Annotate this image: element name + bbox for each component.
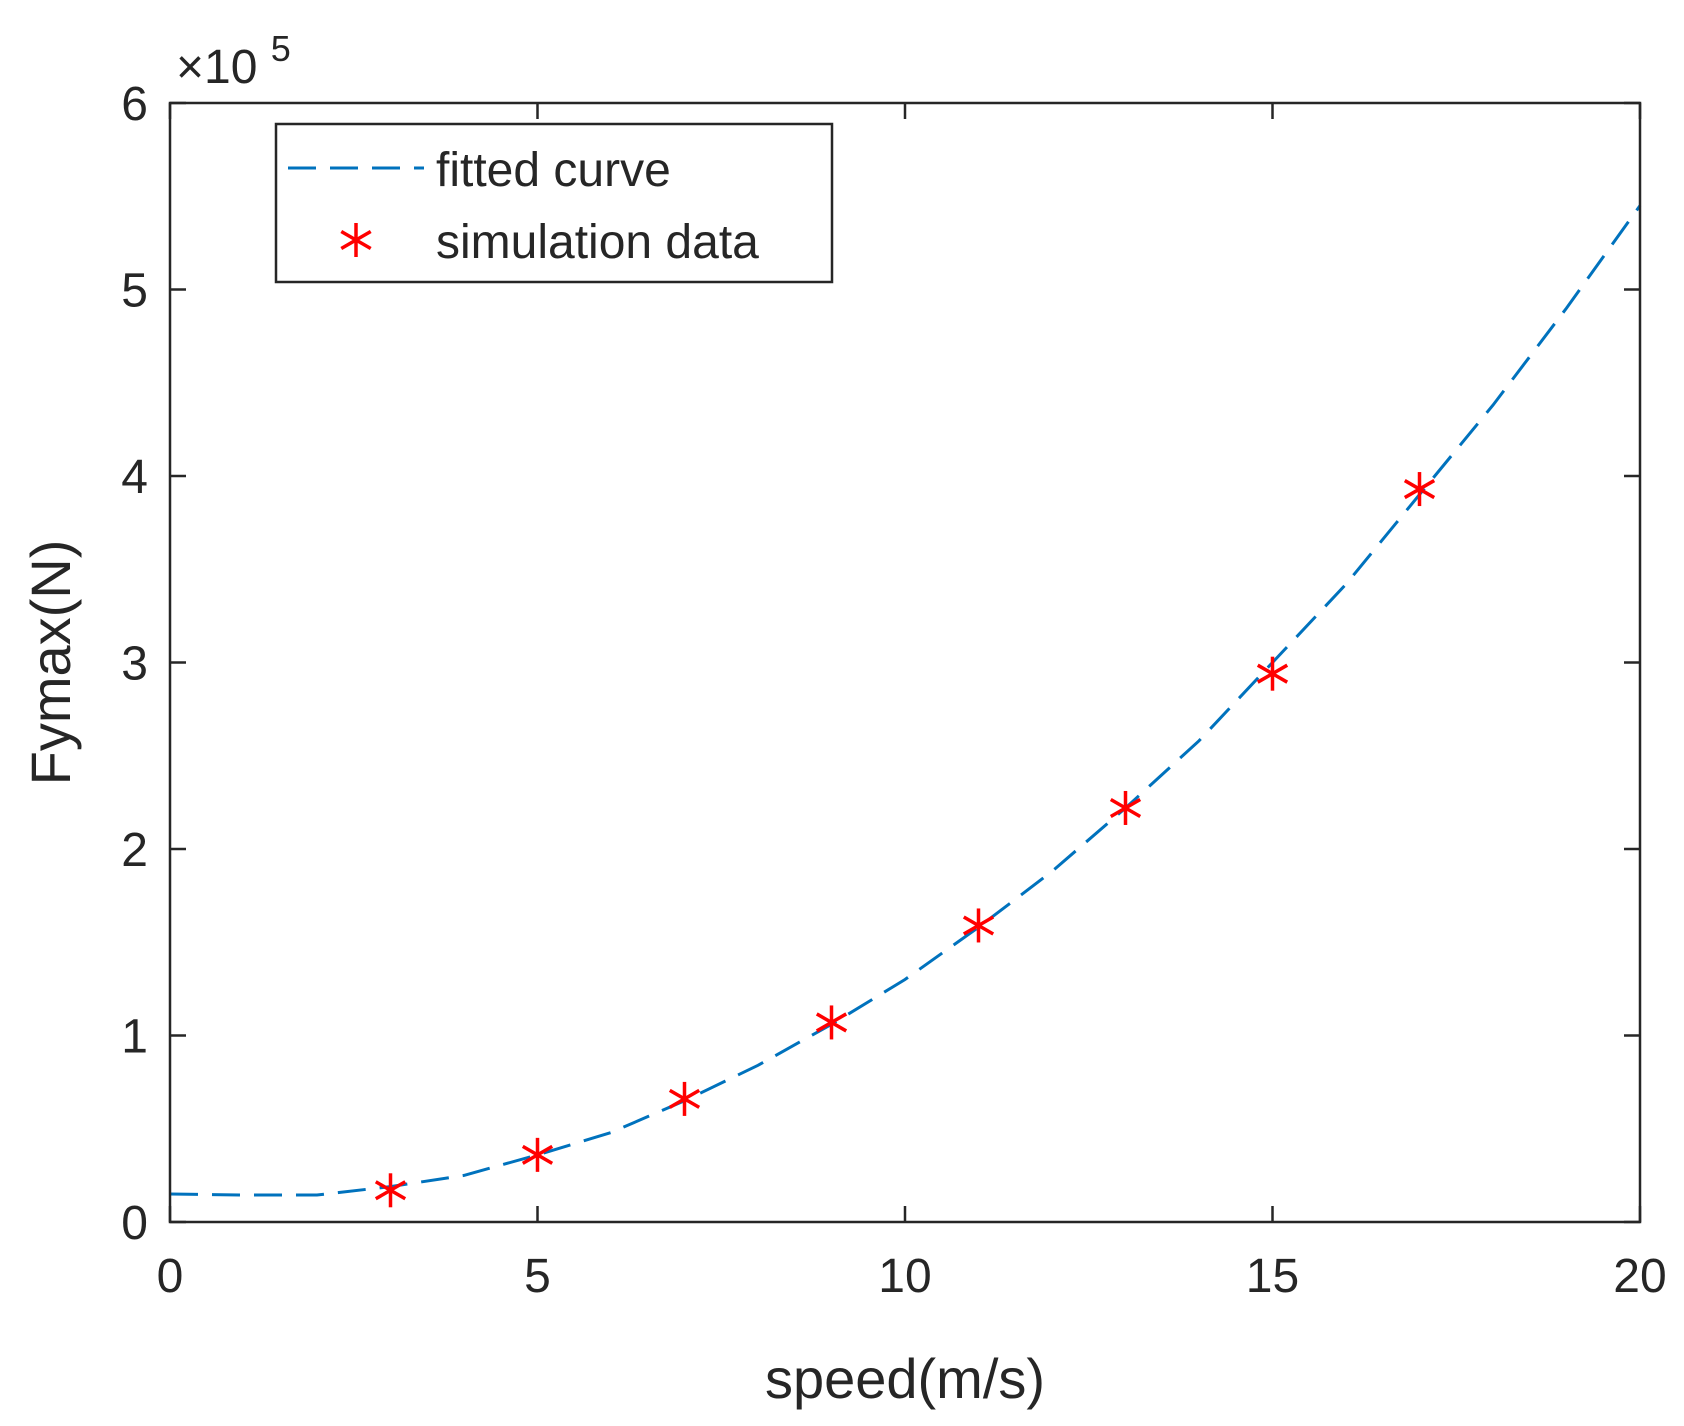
- legend-fitted-curve-label: fitted curve: [436, 144, 671, 197]
- asterisk-stroke: [521, 1144, 554, 1165]
- legend-simulation-data-swatch: [340, 223, 372, 257]
- axes: 0 5 10 15 20 0 1 2 3 4 5 6 ×10 5 speed(m/s) Fymax(…: [19, 28, 1667, 1410]
- x-tick-label: 5: [524, 1250, 551, 1303]
- y-axis-ticks: 0 1 2 3 4 5 6: [121, 78, 1640, 1250]
- y-tick-label: 2: [121, 824, 148, 877]
- y-tick-label: 1: [121, 1011, 148, 1064]
- legend-simulation-data-label: simulation data: [436, 216, 759, 269]
- asterisk-stroke: [374, 1180, 407, 1201]
- x-axis-ticks: 0 5 10 15 20: [157, 103, 1667, 1303]
- fitted-curve-line: [169, 204, 1642, 1197]
- simulation-data-point: [962, 908, 995, 943]
- y-exponent-label: ×10 5: [176, 28, 291, 94]
- asterisk-stroke: [668, 1088, 701, 1109]
- asterisk-marker: [340, 223, 372, 257]
- simulation-data-point: [1403, 472, 1436, 507]
- simulation-data-point: [1109, 790, 1142, 825]
- x-tick-label: 20: [1613, 1250, 1666, 1303]
- x-tick-label: 0: [157, 1250, 184, 1303]
- simulation-data-point: [815, 1005, 848, 1040]
- asterisk-stroke: [1403, 479, 1436, 500]
- x-axis-label: speed(m/s): [765, 1347, 1045, 1410]
- y-tick-label: 4: [121, 451, 148, 504]
- y-tick-label: 5: [121, 265, 148, 318]
- x-tick-label: 10: [878, 1250, 931, 1303]
- x-tick-label: 15: [1246, 1250, 1299, 1303]
- simulation-data-point: [1256, 656, 1289, 691]
- y-tick-label: 0: [121, 1197, 148, 1250]
- y-axis-label: Fymax(N): [19, 540, 82, 786]
- y-exponent-power: 5: [271, 28, 291, 69]
- simulation-data-point: [668, 1081, 701, 1116]
- asterisk-stroke: [815, 1012, 848, 1033]
- y-tick-label: 3: [121, 638, 148, 691]
- y-tick-label: 6: [121, 78, 148, 131]
- y-exponent-prefix: ×10: [176, 41, 257, 94]
- asterisk-stroke: [962, 915, 995, 936]
- asterisk-stroke: [1109, 797, 1142, 818]
- legend: fitted curve simulation data: [274, 122, 834, 284]
- simulation-data-point: [521, 1137, 554, 1172]
- simulation-data-point: [374, 1173, 407, 1208]
- legend-box: [274, 122, 834, 284]
- asterisk-stroke: [340, 229, 372, 251]
- asterisk-stroke: [1256, 663, 1289, 684]
- plot-area: [169, 204, 1642, 1208]
